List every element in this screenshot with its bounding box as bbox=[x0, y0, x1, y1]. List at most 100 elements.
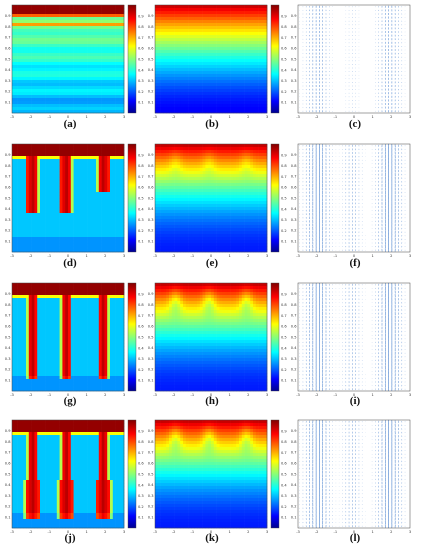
field-cell bbox=[96, 165, 100, 169]
field-cell bbox=[45, 38, 49, 42]
field-cell bbox=[115, 50, 119, 54]
field-cell bbox=[37, 50, 41, 54]
field-cell bbox=[31, 80, 35, 84]
field-cell bbox=[51, 17, 55, 21]
field-cell bbox=[157, 62, 161, 66]
field-cell bbox=[247, 11, 251, 15]
field-cell bbox=[26, 101, 30, 105]
field-cell bbox=[112, 92, 116, 96]
y-tick-label: 0.5 bbox=[148, 57, 154, 61]
field-cell bbox=[42, 216, 46, 220]
field-cell bbox=[56, 32, 60, 36]
field-cell bbox=[68, 195, 72, 199]
field-cell bbox=[51, 165, 55, 169]
field-cell bbox=[37, 204, 41, 208]
field-cell bbox=[62, 83, 66, 87]
field-cell bbox=[48, 56, 52, 60]
field-cell bbox=[183, 80, 187, 84]
field-cell bbox=[112, 228, 116, 232]
field-cell bbox=[20, 77, 24, 81]
field-cell bbox=[90, 147, 94, 151]
field-cell bbox=[54, 219, 58, 223]
field-cell bbox=[244, 89, 248, 93]
field-cell bbox=[211, 26, 215, 30]
field-cell bbox=[65, 107, 69, 111]
field-cell bbox=[17, 26, 21, 30]
field-cell bbox=[118, 159, 122, 163]
field-cell bbox=[73, 204, 77, 208]
y-tick-label: 0.3 bbox=[148, 79, 154, 83]
field-cell bbox=[82, 189, 86, 193]
field-cell bbox=[54, 5, 58, 9]
field-cell bbox=[180, 71, 184, 75]
field-cell bbox=[14, 204, 18, 208]
field-cell bbox=[101, 29, 105, 33]
field-cell bbox=[23, 201, 27, 205]
field-cell bbox=[79, 41, 83, 45]
field-cell bbox=[247, 50, 251, 54]
field-cell bbox=[107, 177, 111, 181]
field-cell bbox=[37, 23, 41, 27]
field-cell bbox=[185, 77, 189, 81]
field-cell bbox=[48, 101, 52, 105]
field-cell bbox=[31, 180, 35, 184]
field-cell bbox=[219, 32, 223, 36]
field-cell bbox=[34, 183, 38, 187]
field-cell bbox=[76, 225, 80, 229]
field-cell bbox=[110, 150, 114, 154]
field-cell bbox=[54, 101, 58, 105]
field-cell bbox=[93, 35, 97, 39]
field-cell bbox=[115, 107, 119, 111]
field-cell bbox=[12, 104, 16, 108]
field-cell bbox=[199, 26, 203, 30]
field-cell bbox=[177, 86, 181, 90]
field-cell bbox=[166, 41, 170, 45]
field-cell bbox=[48, 68, 52, 72]
field-cell bbox=[202, 56, 206, 60]
field-cell bbox=[225, 92, 229, 96]
field-cell bbox=[14, 189, 18, 193]
field-cell bbox=[90, 228, 94, 232]
field-cell bbox=[160, 8, 164, 12]
field-cell bbox=[82, 47, 86, 51]
field-cell bbox=[216, 35, 220, 39]
field-cell bbox=[93, 174, 97, 178]
field-cell bbox=[14, 110, 18, 114]
field-cell bbox=[87, 92, 91, 96]
field-cell bbox=[216, 98, 220, 102]
field-cell bbox=[56, 150, 60, 154]
field-cell bbox=[42, 11, 46, 15]
field-cell bbox=[62, 165, 66, 169]
field-cell bbox=[79, 35, 83, 39]
field-cell bbox=[241, 17, 245, 21]
field-cell bbox=[191, 26, 195, 30]
field-cell bbox=[253, 38, 257, 42]
field-cell bbox=[112, 71, 116, 75]
field-cell bbox=[48, 204, 52, 208]
field-cell bbox=[115, 237, 119, 241]
field-cell bbox=[12, 198, 16, 202]
field-cell bbox=[82, 41, 86, 45]
field-cell bbox=[28, 41, 32, 45]
field-cell bbox=[112, 101, 116, 105]
field-cell bbox=[40, 228, 44, 232]
field-cell bbox=[51, 26, 55, 30]
field-cell bbox=[82, 92, 86, 96]
field-cell bbox=[79, 144, 83, 148]
field-cell bbox=[59, 38, 63, 42]
field-cell bbox=[211, 92, 215, 96]
field-cell bbox=[28, 225, 32, 229]
field-cell bbox=[264, 17, 268, 21]
field-cell bbox=[258, 68, 262, 72]
field-cell bbox=[166, 74, 170, 78]
field-cell bbox=[31, 29, 35, 33]
field-cell bbox=[51, 29, 55, 33]
field-cell bbox=[104, 234, 108, 238]
field-cell bbox=[160, 80, 164, 84]
field-cell bbox=[255, 104, 259, 108]
field-cell bbox=[40, 47, 44, 51]
field-cell bbox=[247, 59, 251, 63]
field-cell bbox=[54, 14, 58, 18]
field-cell bbox=[205, 35, 209, 39]
